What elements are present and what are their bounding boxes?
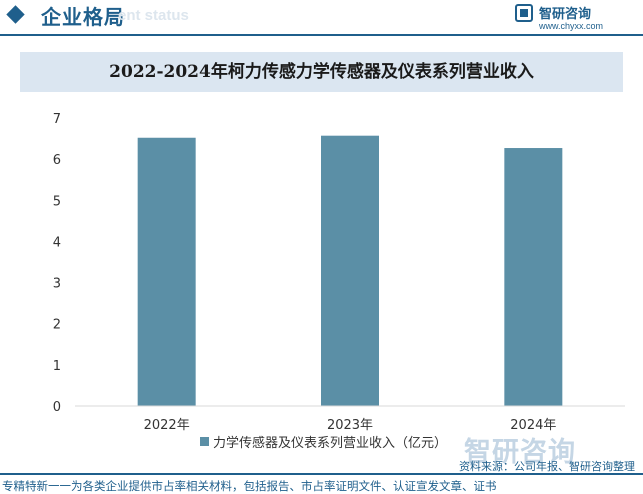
y-tick-label: 6 (53, 153, 61, 168)
y-tick-label: 7 (53, 112, 61, 127)
brand-url: www.chyxx.com (539, 21, 604, 31)
bar (321, 135, 379, 407)
section-header: 企业格局 ent status 智研咨询 www.chyxx.com (0, 0, 643, 34)
chart-title: 2022-2024年柯力传感力学传感器及仪表系列营业收入 (109, 62, 534, 82)
brand-name: 智研咨询 (539, 7, 592, 22)
section-subtitle: ent status (118, 7, 189, 24)
brand-logo-icon (515, 4, 533, 22)
x-tick-label: 2022年 (144, 418, 190, 433)
y-tick-label: 5 (53, 194, 61, 209)
legend-swatch (200, 437, 209, 446)
chart-title-bar: 2022-2024年柯力传感力学传感器及仪表系列营业收入 (20, 52, 623, 92)
bar (137, 137, 196, 406)
x-tick-label: 2023年 (327, 418, 373, 433)
y-tick-label: 4 (53, 235, 61, 250)
footer-tagline: 专精特新一一为各类企业提供市占率相关材料，包括报告、市占率证明文件、认证宣发文章… (2, 479, 497, 493)
y-tick-label: 0 (53, 400, 61, 415)
section-title: 企业格局 (41, 5, 125, 29)
y-tick-label: 2 (53, 318, 61, 333)
y-axis: 0 1 2 3 4 5 6 7 (53, 112, 61, 415)
chart-legend: 力学传感器及仪表系列营业收入（亿元） (200, 435, 447, 451)
source-note: 资料来源：公司年报、智研咨询整理 (459, 460, 635, 473)
watermark-logo: 智研咨询 (464, 437, 576, 468)
x-axis: 2022年 2023年 2024年 (144, 418, 557, 433)
legend-label: 力学传感器及仪表系列营业收入（亿元） (213, 435, 447, 451)
bar-series (137, 135, 563, 407)
brand-logo: 智研咨询 www.chyxx.com (515, 3, 635, 33)
y-tick-label: 1 (53, 359, 61, 374)
footer-divider (0, 473, 643, 475)
bar (504, 148, 563, 406)
x-tick-label: 2024年 (510, 418, 556, 433)
y-tick-label: 3 (53, 277, 61, 292)
header-divider (0, 34, 643, 36)
